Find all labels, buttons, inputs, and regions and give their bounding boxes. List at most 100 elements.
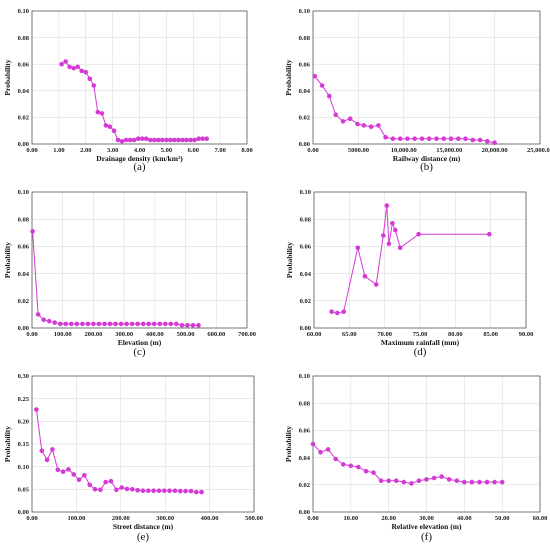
x-tick-label: 100.00: [67, 515, 85, 522]
data-point: [381, 233, 386, 238]
data-point: [35, 312, 41, 317]
data-point: [162, 488, 167, 494]
x-tick-label: 3.00: [107, 147, 118, 154]
x-tick-label: 65.00: [342, 331, 357, 338]
x-axis-label: Relative elevation (m): [392, 522, 462, 531]
data-point: [446, 477, 452, 482]
y-tick-label: 0.10: [18, 464, 29, 471]
data-point: [341, 309, 347, 315]
data-point: [434, 136, 439, 141]
x-tick-label: 4.00: [134, 147, 145, 154]
data-point: [139, 136, 145, 141]
y-tick-label: 0.02: [299, 115, 310, 122]
data-point: [499, 479, 505, 485]
data-point: [85, 321, 91, 327]
y-tick-label: 0.00: [300, 325, 311, 332]
data-point: [118, 321, 124, 327]
data-point: [74, 321, 80, 327]
data-point: [39, 448, 45, 454]
data-point: [487, 231, 492, 237]
data-point: [329, 309, 335, 315]
data-point: [135, 487, 140, 493]
y-tick-label: 0.05: [18, 487, 30, 494]
chart-panel: 0.00 0.02 0.04 0.06 0.08 0.10 0.00 10.00 20.00 30…: [284, 373, 547, 543]
y-tick-label: 0.02: [18, 115, 29, 122]
data-point: [397, 245, 403, 251]
data-point: [371, 470, 376, 475]
data-point: [439, 474, 444, 479]
data-point: [409, 481, 414, 486]
data-point: [327, 93, 332, 99]
series-line: [61, 60, 207, 142]
data-point: [363, 468, 369, 474]
data-point: [412, 136, 418, 141]
data-point: [318, 449, 323, 455]
data-point: [140, 321, 146, 327]
x-tick-label: 6.00: [188, 147, 199, 154]
x-axis-label: Maximum rainfall (mm): [381, 338, 460, 347]
x-axis-label: Drainage density (km/km²): [96, 154, 183, 163]
y-axis-label: Probability: [285, 242, 294, 278]
x-tick-label: 8.00: [241, 147, 252, 154]
y-tick-label: 0.04: [299, 455, 311, 462]
data-point: [188, 488, 194, 494]
data-point: [172, 488, 178, 494]
data-point: [416, 231, 421, 237]
series-line: [314, 75, 495, 144]
data-point: [146, 488, 151, 494]
data-point: [194, 489, 199, 495]
data-point: [113, 321, 118, 327]
data-point: [167, 488, 172, 494]
data-point: [168, 137, 173, 143]
y-tick-label: 0.08: [300, 216, 312, 223]
data-point: [163, 321, 168, 327]
x-tick-label: 200.00: [112, 515, 130, 522]
y-tick-label: 0.02: [299, 482, 310, 489]
data-point: [190, 323, 196, 328]
x-tick-label: 600.00: [207, 331, 225, 338]
series-line: [331, 205, 490, 314]
x-tick-label: 300.00: [115, 331, 133, 338]
data-point: [426, 136, 432, 141]
data-point: [114, 487, 119, 493]
data-point: [401, 479, 407, 485]
data-point: [448, 136, 454, 141]
y-tick-label: 0.00: [18, 325, 29, 332]
chart-panel: 0.00 0.05 0.10 0.15 0.20 0.25 0.30 0.00 100.00 20…: [3, 373, 263, 543]
data-point: [397, 136, 403, 141]
data-point: [79, 68, 84, 74]
x-tick-label: 10,000.00: [391, 147, 417, 154]
y-tick-label: 0.10: [300, 189, 311, 196]
data-point: [470, 137, 476, 143]
y-axis-label: Probability: [3, 59, 12, 95]
y-tick-label: 0.20: [18, 419, 29, 426]
plot-frame: [313, 191, 527, 329]
data-point: [156, 137, 161, 143]
data-point: [75, 64, 80, 70]
data-point: [44, 457, 50, 463]
x-tick-label: 90.00: [519, 331, 534, 338]
data-point: [362, 274, 368, 279]
data-point: [30, 229, 35, 234]
data-point: [127, 137, 133, 143]
data-point: [492, 479, 497, 485]
y-tick-label: 0.06: [18, 244, 30, 251]
data-point: [115, 137, 121, 143]
y-tick-label: 0.08: [299, 35, 311, 42]
data-point: [463, 136, 468, 141]
x-tick-label: 25,000.00: [527, 147, 550, 154]
data-point: [180, 137, 185, 143]
data-point: [386, 241, 392, 246]
data-point: [393, 478, 399, 484]
data-point: [83, 69, 89, 75]
x-tick-label: 0.00: [307, 147, 318, 154]
panel-label: (a): [133, 161, 146, 173]
data-point: [390, 221, 395, 226]
data-point: [103, 479, 108, 485]
y-tick-label: 0.15: [18, 441, 30, 448]
x-axis-label: Elevation (m): [118, 338, 162, 347]
y-tick-label: 0.00: [18, 141, 29, 148]
data-point: [91, 321, 96, 327]
data-point: [204, 136, 209, 141]
data-point: [168, 321, 174, 327]
